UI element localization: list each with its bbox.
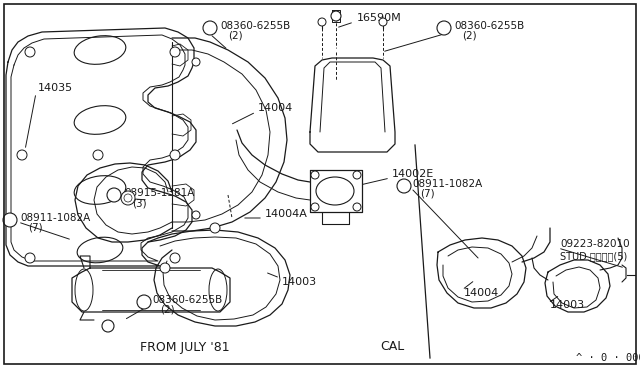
Text: 14004: 14004 <box>464 288 499 298</box>
Circle shape <box>318 18 326 26</box>
Circle shape <box>170 47 180 57</box>
Text: (7): (7) <box>28 223 43 233</box>
Circle shape <box>107 188 121 202</box>
Text: (7): (7) <box>420 189 435 199</box>
Text: 08360-6255B: 08360-6255B <box>454 21 524 31</box>
Text: 14035: 14035 <box>38 83 73 93</box>
Text: (2): (2) <box>160 305 175 315</box>
Circle shape <box>25 253 35 263</box>
Circle shape <box>3 213 17 227</box>
Text: ^ · 0 · 0009: ^ · 0 · 0009 <box>576 353 640 363</box>
Text: 09223-82010: 09223-82010 <box>560 239 630 249</box>
Circle shape <box>137 295 151 309</box>
Circle shape <box>353 171 361 179</box>
Text: 14002E: 14002E <box>392 169 435 179</box>
Circle shape <box>25 47 35 57</box>
Circle shape <box>102 320 114 332</box>
Text: 08911-1082A: 08911-1082A <box>20 213 90 223</box>
Circle shape <box>203 21 217 35</box>
Circle shape <box>437 21 451 35</box>
Circle shape <box>379 18 387 26</box>
Text: S: S <box>441 23 447 32</box>
Text: FROM JULY '81: FROM JULY '81 <box>140 340 230 353</box>
Circle shape <box>121 191 135 205</box>
Text: 08915-1381A: 08915-1381A <box>124 188 195 198</box>
Text: S: S <box>207 23 213 32</box>
Text: (2): (2) <box>462 31 477 41</box>
Text: (3): (3) <box>132 198 147 208</box>
Circle shape <box>353 203 361 211</box>
Text: 14003: 14003 <box>282 277 317 287</box>
Text: 14004A: 14004A <box>265 209 308 219</box>
Text: 08911-1082A: 08911-1082A <box>412 179 483 189</box>
Circle shape <box>192 211 200 219</box>
Circle shape <box>311 203 319 211</box>
Circle shape <box>397 179 411 193</box>
Text: 16590M: 16590M <box>357 13 402 23</box>
Text: 14003: 14003 <box>550 300 585 310</box>
Circle shape <box>311 171 319 179</box>
Text: 08360-6255B: 08360-6255B <box>152 295 222 305</box>
Text: 08360-6255B: 08360-6255B <box>220 21 291 31</box>
Text: N: N <box>401 182 408 190</box>
Circle shape <box>93 150 103 160</box>
Circle shape <box>170 253 180 263</box>
Text: S: S <box>141 298 147 307</box>
Circle shape <box>160 263 170 273</box>
Circle shape <box>331 11 341 21</box>
Circle shape <box>124 194 132 202</box>
Text: 14004: 14004 <box>258 103 293 113</box>
Circle shape <box>170 150 180 160</box>
Text: CAL: CAL <box>380 340 404 353</box>
Text: N: N <box>6 215 13 224</box>
Circle shape <box>210 223 220 233</box>
Circle shape <box>17 150 27 160</box>
Circle shape <box>192 58 200 66</box>
Text: (2): (2) <box>228 31 243 41</box>
Text: STUD スタッド(5): STUD スタッド(5) <box>560 251 627 261</box>
Text: V: V <box>111 190 117 199</box>
